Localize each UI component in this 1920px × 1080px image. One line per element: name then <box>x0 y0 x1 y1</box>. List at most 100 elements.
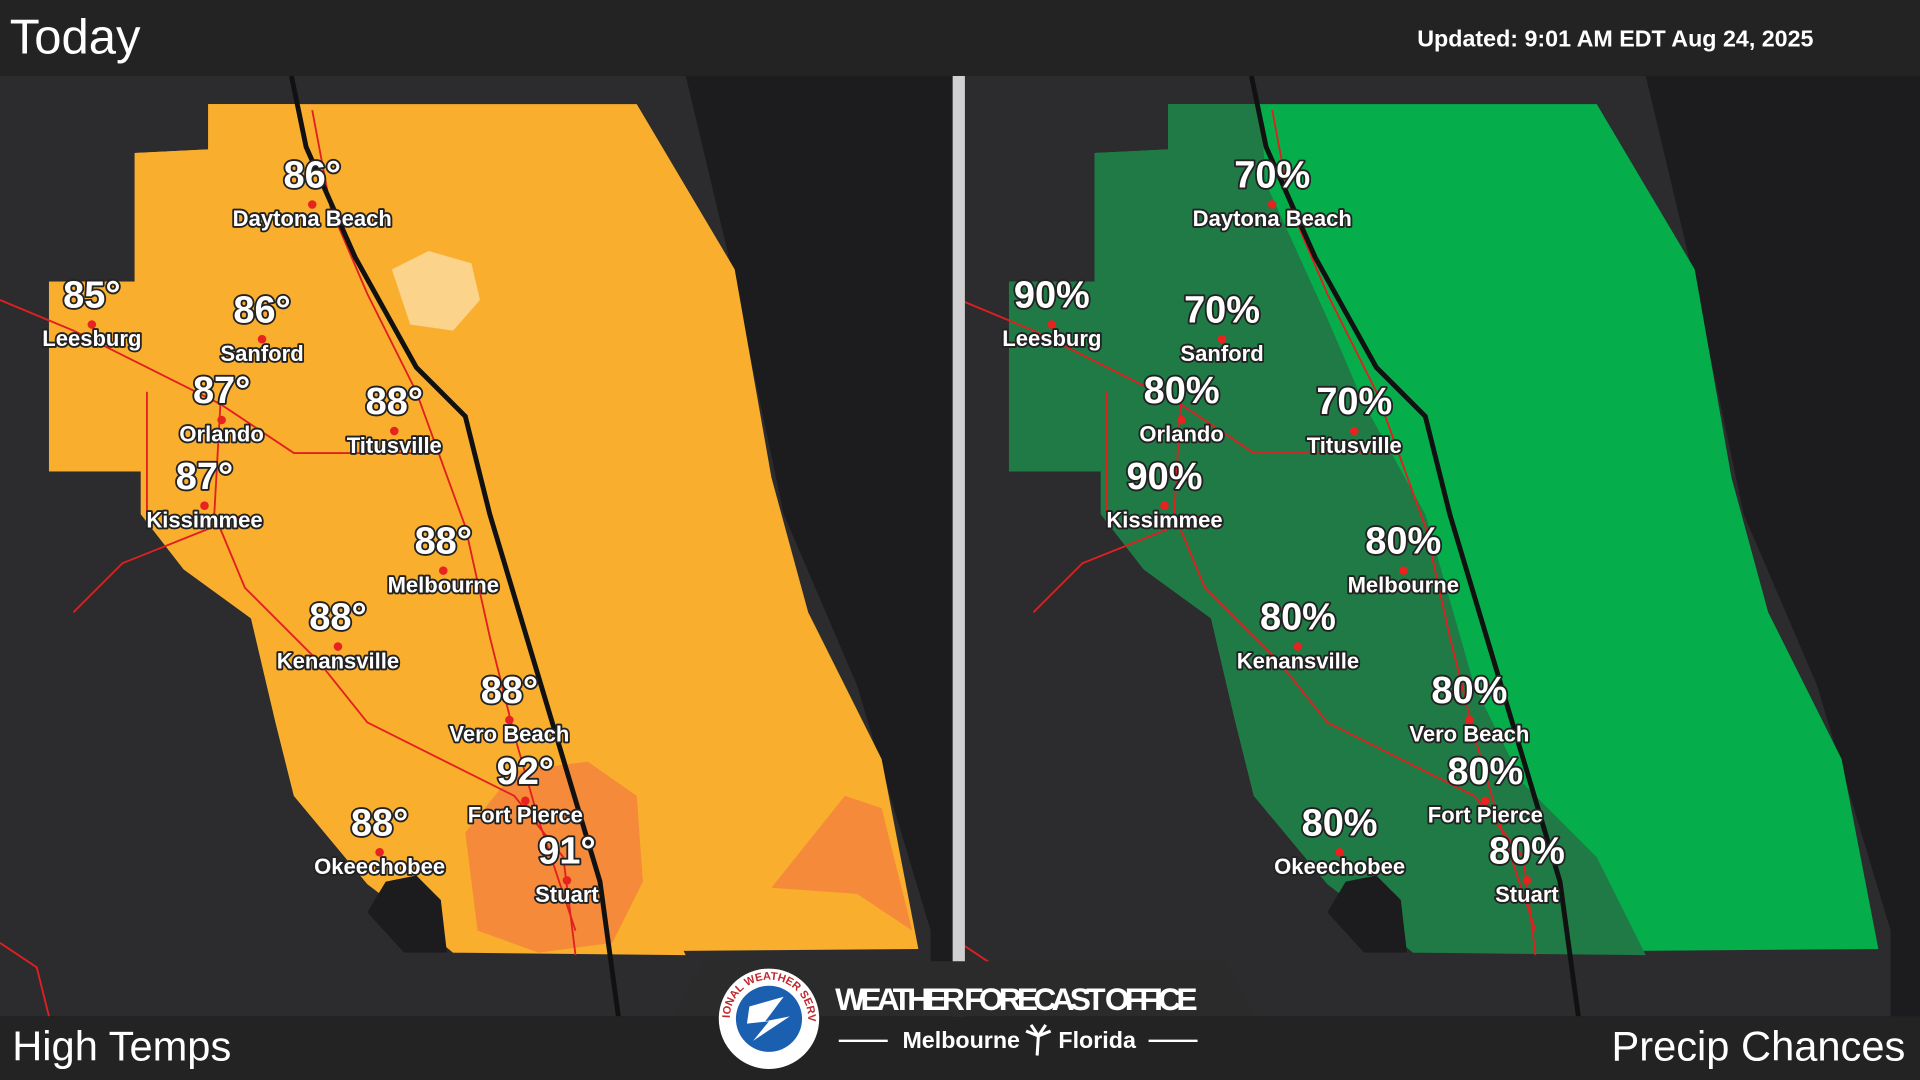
forecast-zone <box>1008 104 1646 956</box>
city-dot <box>1293 642 1303 651</box>
lake <box>1327 875 1407 953</box>
city-name: Kenansville <box>277 648 399 673</box>
city-value: 80% <box>1489 831 1565 873</box>
city-dot <box>521 796 530 806</box>
updated-time: Updated: 9:01 AM EDT Aug 24, 2025 <box>1417 26 1813 52</box>
city-value: 70% <box>1184 289 1260 331</box>
city-name: Daytona Beach <box>233 206 392 231</box>
city-value: 85° <box>63 275 120 317</box>
city-value: 80% <box>1365 521 1441 563</box>
city-name: Leesburg <box>42 326 141 351</box>
city-dot <box>1177 415 1186 425</box>
city-name: Stuart <box>1495 882 1559 907</box>
forecast-zone <box>771 795 913 931</box>
seal-bolt <box>746 996 790 1041</box>
city-dot <box>1398 566 1408 575</box>
forecast-zone <box>391 251 480 331</box>
city-value: 70% <box>1234 155 1310 197</box>
coastline <box>289 75 621 1017</box>
city-dot <box>307 200 317 209</box>
road <box>72 513 246 613</box>
city-value: 70% <box>1316 381 1392 423</box>
panel-label: High Temps <box>12 1022 231 1069</box>
city-dot <box>1267 200 1277 209</box>
city-dot <box>562 876 572 885</box>
city-value: 92° <box>497 751 554 793</box>
city-name: Titusville <box>1307 433 1402 458</box>
city-name: Sanford <box>1180 341 1263 366</box>
city-value: 88° <box>481 670 538 712</box>
city-name: Sanford <box>220 341 303 366</box>
map-layer: 86° Daytona Beach 85° Leesburg 86° Sanford 87°… <box>0 75 953 1017</box>
city-dot <box>87 320 97 329</box>
road <box>1032 513 1206 613</box>
seal-center <box>735 985 803 1052</box>
city-dot <box>390 426 399 436</box>
city-value: 88° <box>415 521 472 563</box>
city-name: Stuart <box>535 882 599 907</box>
city-value: 87° <box>176 456 233 498</box>
lake <box>367 875 447 953</box>
city-name: Kissimmee <box>146 507 262 532</box>
city-name: Vero Beach <box>449 722 569 747</box>
city-dot <box>1465 715 1474 725</box>
city-name: Leesburg <box>1002 326 1101 351</box>
logo-plate <box>673 961 1256 1017</box>
city-name: Kenansville <box>1237 648 1359 673</box>
city-name: Kissimmee <box>1106 507 1222 532</box>
map-panel: 86° Daytona Beach 85° Leesburg 86° Sanford 87°… <box>0 75 953 1017</box>
city-value: 86° <box>233 289 290 331</box>
panels: 86° Daytona Beach 85° Leesburg 86° Sanford 87°… <box>0 75 1920 1017</box>
city-dot <box>257 334 267 344</box>
city-dot <box>1350 426 1359 436</box>
city-name: Melbourne <box>388 572 499 597</box>
logo-office: Melbourne <box>902 1027 1020 1053</box>
city-value: 91° <box>538 831 595 873</box>
city-value: 80% <box>1302 802 1378 844</box>
city-dot <box>1160 501 1169 510</box>
header-bar <box>0 0 1920 76</box>
panel-label: Precip Chances <box>1611 1022 1905 1069</box>
city-name: Orlando <box>1139 422 1223 447</box>
city-name: Titusville <box>347 433 442 458</box>
city-value: 80% <box>1447 751 1523 793</box>
city-value: 80% <box>1431 670 1507 712</box>
city-value: 88° <box>366 381 423 423</box>
city-dot <box>1335 847 1344 857</box>
city-name: Orlando <box>179 422 263 447</box>
city-value: 80% <box>1144 370 1220 412</box>
city-dot <box>1481 796 1490 806</box>
city-value: 87° <box>193 370 250 412</box>
city-name: Fort Pierce <box>1428 803 1543 828</box>
city-dot <box>217 415 226 425</box>
map-layer: 70% Daytona Beach 90% Leesburg 70% Sanford 80%… <box>964 75 1920 1017</box>
city-name: Melbourne <box>1348 572 1459 597</box>
city-name: Okeechobee <box>1274 854 1405 879</box>
road <box>964 301 1401 454</box>
city-dot <box>1047 320 1057 329</box>
road <box>1271 110 1537 931</box>
coastline <box>1249 75 1581 1017</box>
palm-icon <box>1025 1024 1052 1056</box>
forecast-zone <box>465 761 643 953</box>
forecast-zone <box>48 104 686 956</box>
city-dot <box>375 847 384 857</box>
logo-title: WEATHER FORECAST OFFICE <box>835 981 1197 1017</box>
city-name: Okeechobee <box>314 854 445 879</box>
city-dot <box>1217 334 1227 344</box>
city-value: 90% <box>1014 275 1090 317</box>
road <box>311 110 577 931</box>
road <box>0 942 50 1017</box>
title: Today <box>10 10 141 64</box>
city-value: 80% <box>1260 597 1336 639</box>
map-panel: 70% Daytona Beach 90% Leesburg 70% Sanford 80%… <box>964 75 1920 1017</box>
city-dot <box>1522 876 1532 885</box>
city-dot <box>200 501 209 510</box>
city-dot <box>505 715 514 725</box>
road <box>213 404 577 956</box>
city-dot <box>333 642 343 651</box>
city-dot <box>438 566 448 575</box>
city-name: Vero Beach <box>1409 722 1529 747</box>
city-value: 86° <box>284 155 341 197</box>
